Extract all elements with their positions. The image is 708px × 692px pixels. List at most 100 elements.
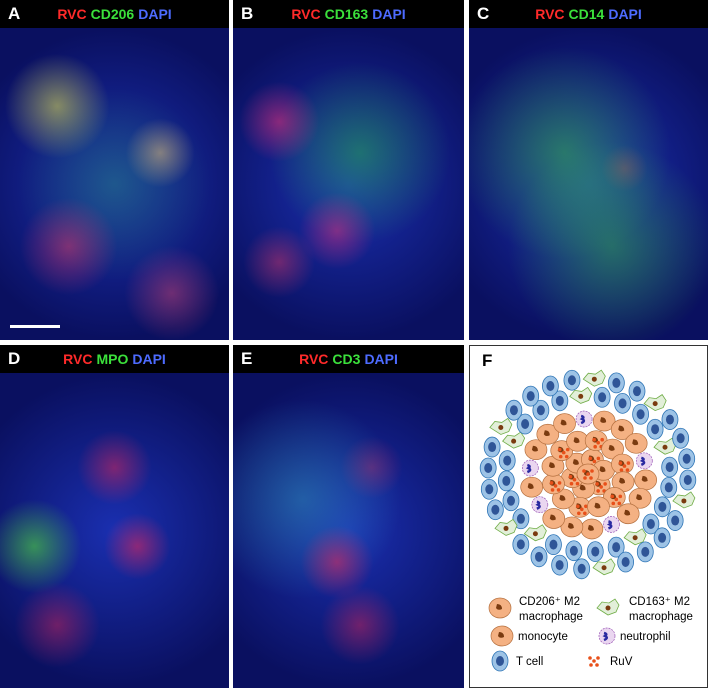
ruv bbox=[586, 472, 590, 476]
ruv bbox=[572, 477, 577, 482]
nucleus bbox=[605, 605, 611, 611]
nucleus bbox=[681, 498, 687, 504]
ruv bbox=[568, 474, 573, 479]
nucleus bbox=[485, 484, 494, 495]
ruv bbox=[589, 476, 593, 480]
nucleus bbox=[646, 518, 655, 529]
ruv bbox=[549, 481, 554, 485]
nucleus bbox=[599, 466, 606, 473]
scale-bar bbox=[10, 325, 60, 328]
nucleus bbox=[577, 563, 586, 574]
micrograph-panel: A RVC CD206 DAPI bbox=[0, 0, 229, 340]
ruv bbox=[580, 507, 584, 512]
micrograph bbox=[0, 28, 229, 340]
nucleus bbox=[516, 513, 525, 524]
panel-header: B RVC CD163 DAPI bbox=[233, 0, 464, 28]
nucleus bbox=[532, 531, 538, 537]
ruv bbox=[561, 450, 566, 455]
nucleus bbox=[671, 515, 680, 526]
ruv bbox=[595, 663, 599, 667]
nucleus bbox=[567, 522, 574, 529]
legend-label: RuV bbox=[610, 656, 633, 668]
ruv bbox=[592, 459, 597, 464]
ruv bbox=[626, 461, 631, 465]
ruv bbox=[588, 656, 592, 660]
stain-label: CD3 bbox=[332, 351, 361, 367]
ruv bbox=[618, 461, 623, 465]
nucleus bbox=[636, 494, 643, 501]
micrograph-panel: D RVC MPO DAPI bbox=[0, 345, 229, 688]
diagram: F CD206⁺ M2 macrophage CD163⁺ M2 macrophage… bbox=[479, 351, 697, 672]
nucleus bbox=[658, 501, 667, 512]
panel-letter: A bbox=[8, 4, 21, 23]
micrograph-panel: B RVC CD163 DAPI bbox=[233, 0, 464, 340]
nucleus bbox=[491, 504, 500, 515]
nucleus bbox=[618, 398, 627, 409]
nucleus bbox=[573, 437, 580, 444]
ruv bbox=[618, 494, 623, 499]
stain-label: CD206 bbox=[90, 6, 135, 22]
stain-labels: RVC MPO DAPI bbox=[0, 351, 229, 367]
cell-cluster bbox=[479, 369, 697, 580]
nucleus bbox=[601, 565, 607, 571]
ruv bbox=[564, 454, 569, 459]
stain-labels: RVC CD163 DAPI bbox=[233, 6, 464, 22]
nucleus bbox=[598, 392, 607, 403]
nucleus bbox=[665, 462, 674, 473]
ruv bbox=[622, 464, 627, 468]
ruv bbox=[592, 659, 596, 663]
nucleus bbox=[683, 475, 692, 486]
micrograph bbox=[233, 373, 464, 688]
nucleus bbox=[526, 391, 535, 402]
nucleus bbox=[503, 525, 509, 531]
nucleus bbox=[506, 495, 515, 506]
ruv bbox=[596, 489, 600, 493]
ruv bbox=[553, 484, 558, 488]
ruv bbox=[582, 469, 586, 473]
panel-letter: B bbox=[241, 4, 254, 23]
ruv bbox=[576, 504, 580, 509]
ruv bbox=[625, 468, 630, 472]
stain-label: RVC bbox=[299, 351, 329, 367]
nucleus bbox=[591, 546, 600, 557]
legend-label: monocyte bbox=[518, 631, 568, 643]
nucleus bbox=[521, 419, 530, 430]
ruv bbox=[590, 469, 594, 473]
nucleus bbox=[579, 484, 586, 491]
nucleus bbox=[579, 414, 586, 425]
ruv bbox=[596, 656, 600, 660]
nucleus bbox=[658, 532, 667, 543]
nucleus bbox=[535, 500, 541, 510]
nucleus bbox=[516, 539, 525, 550]
stain-label: DAPI bbox=[372, 6, 406, 22]
nucleus bbox=[560, 419, 567, 426]
nucleus bbox=[543, 430, 550, 437]
nucleus bbox=[567, 375, 576, 386]
nucleus bbox=[509, 405, 518, 416]
ruv bbox=[596, 456, 601, 461]
panel-header: A RVC CD206 DAPI bbox=[0, 0, 229, 28]
stain-label: CD163 bbox=[324, 6, 369, 22]
ruv bbox=[556, 488, 561, 492]
nucleus bbox=[664, 482, 673, 493]
nucleus bbox=[608, 445, 615, 451]
ruv bbox=[610, 494, 615, 499]
ruv bbox=[617, 501, 622, 506]
nucleus bbox=[602, 631, 608, 642]
nucleus bbox=[559, 494, 566, 501]
stain-label: DAPI bbox=[132, 351, 166, 367]
nucleus bbox=[572, 459, 579, 465]
ruv bbox=[589, 663, 593, 667]
nucleus bbox=[498, 632, 504, 638]
nucleus bbox=[488, 442, 497, 453]
ruv bbox=[565, 447, 570, 452]
ruv bbox=[592, 437, 596, 442]
stain-labels: RVC CD206 DAPI bbox=[0, 6, 229, 22]
nucleus bbox=[651, 424, 660, 435]
nucleus bbox=[496, 656, 504, 666]
nucleus bbox=[641, 546, 650, 557]
ruv bbox=[558, 454, 563, 459]
stain-label: CD14 bbox=[568, 6, 605, 22]
legend-label: T cell bbox=[516, 656, 543, 668]
nucleus bbox=[632, 386, 641, 397]
